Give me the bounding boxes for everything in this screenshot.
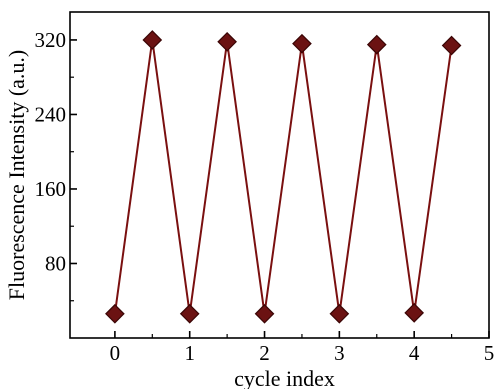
plot-area: [69, 11, 490, 339]
y-axis-tick-labels: 80 160 240 320: [35, 28, 67, 276]
x-tick-label-2: 2: [259, 341, 270, 365]
data-point-4: [254, 303, 275, 324]
data-point-8: [404, 303, 425, 323]
data-point-3: [217, 31, 237, 52]
y-tick-label-80: 80: [45, 251, 66, 275]
y-axis-ticks: [70, 39, 77, 302]
y-tick-label-160: 160: [35, 177, 67, 201]
x-tick-label-4: 4: [409, 341, 420, 365]
data-point-1: [142, 30, 163, 50]
data-point-9: [441, 35, 462, 56]
x-tick-label-1: 1: [184, 341, 195, 365]
y-tick-label-240: 240: [35, 102, 67, 126]
data-point-6: [329, 303, 350, 324]
data-point-5: [292, 33, 312, 54]
series-line: [113, 39, 453, 314]
y-axis-title: Fluorescence Intensity (a.u.): [4, 50, 29, 300]
x-tick-label-0: 0: [110, 341, 121, 365]
x-tick-label-3: 3: [334, 341, 345, 365]
x-tick-label-5: 5: [484, 341, 495, 365]
x-axis-tick-labels: 0 1 2 3 4 5: [110, 341, 495, 365]
plot-frame: [69, 11, 490, 339]
data-point-0: [105, 303, 125, 324]
data-point-7: [366, 34, 387, 55]
y-tick-label-320: 320: [35, 28, 67, 52]
data-point-2: [179, 303, 200, 324]
x-axis-ticks: [114, 331, 490, 338]
x-axis-title: cycle index: [234, 366, 335, 389]
data-markers: [105, 30, 462, 324]
